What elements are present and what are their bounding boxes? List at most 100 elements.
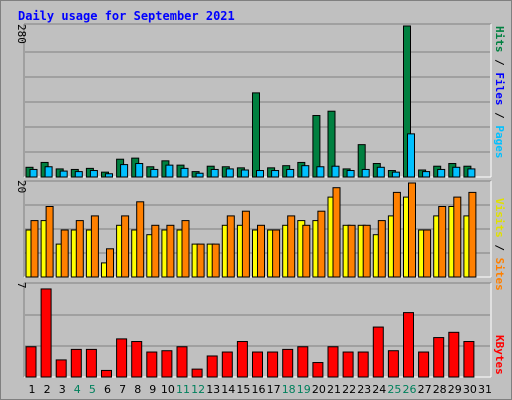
legend-hits-files-pages: Hits / Files / Pages — [493, 26, 506, 159]
sites-bar — [377, 220, 386, 278]
sites-bar — [45, 206, 54, 278]
kbytes-bar — [297, 346, 309, 378]
pages-bar — [89, 170, 98, 178]
pages-bar — [422, 171, 431, 178]
legend-sep: / — [493, 106, 506, 126]
sites-bar — [272, 229, 281, 278]
pages-bar — [150, 168, 159, 178]
x-axis-labels: 1 2 3 4 5 6 7 8 9 10 11 12 13 14 15 16 17 18 19 20 21 22 23 24 2… — [29, 383, 493, 396]
sites-bar — [196, 243, 205, 278]
sites-bar — [75, 220, 84, 278]
sites-bar — [453, 196, 462, 278]
pages-bar — [316, 166, 325, 178]
legend-sep: / — [493, 238, 506, 258]
kbytes-bar — [403, 312, 414, 378]
kbytes-bar — [206, 355, 218, 378]
pages-bar — [210, 168, 219, 178]
legend-visits-sites: Visits / Sites — [493, 198, 506, 291]
kbytes-bar — [55, 359, 67, 378]
x-tick-label: 26 — [403, 383, 417, 396]
x-tick-label: 15 — [236, 383, 250, 396]
kbytes-scale-label: 7 — [15, 282, 28, 289]
pages-bar — [256, 170, 264, 178]
sites-bar — [121, 215, 130, 278]
x-tick-label: 5 — [89, 383, 96, 396]
legend-pages: Pages — [493, 125, 506, 158]
kbytes-bar — [267, 351, 279, 378]
sites-bar — [226, 215, 235, 278]
pages-bar — [361, 168, 370, 178]
kbytes-bar — [342, 351, 354, 378]
sites-bar — [241, 210, 250, 278]
sites-scale-label: 20 — [15, 180, 28, 193]
kbytes-bar — [433, 337, 445, 378]
x-tick-label: 29 — [448, 383, 462, 396]
x-tick-label: 27 — [418, 383, 432, 396]
legend-visits: Visits — [493, 198, 506, 238]
pages-bar — [271, 170, 280, 178]
kbytes-bar — [101, 369, 112, 378]
kbytes-bar — [387, 350, 399, 378]
pages-bar — [44, 166, 53, 178]
pages-bar — [59, 170, 68, 178]
kbytes-bar — [146, 351, 158, 378]
pages-bar — [29, 168, 38, 178]
x-tick-label: 13 — [206, 383, 220, 396]
chart-title: Daily usage for September 2021 — [18, 9, 235, 23]
sites-bar — [181, 220, 190, 278]
kbytes-bar — [418, 351, 430, 378]
pages-bar — [195, 172, 204, 178]
hits-scale-label: 280 — [15, 24, 28, 44]
legend-sites: Sites — [493, 258, 506, 291]
kbytes-bar — [161, 350, 173, 378]
pages-bar — [74, 171, 83, 178]
sites-bar — [332, 187, 341, 278]
pages-bar — [105, 173, 113, 178]
kbytes-bar — [327, 346, 339, 378]
kbytes-bar — [372, 326, 384, 378]
kbytes-bar — [176, 346, 188, 378]
visits-sites-panel — [23, 180, 492, 278]
x-tick-label: 3 — [59, 383, 66, 396]
pages-bar — [120, 164, 129, 178]
x-tick-label: 6 — [104, 383, 111, 396]
sites-bar — [362, 224, 371, 278]
x-tick-label: 7 — [119, 383, 126, 396]
kbytes-bar — [40, 288, 52, 378]
kbytes-bar — [357, 351, 369, 378]
x-tick-label: 23 — [357, 383, 371, 396]
pages-bar — [165, 164, 174, 178]
sites-bar — [136, 201, 145, 278]
pages-bar — [331, 165, 340, 178]
hits-bar — [252, 92, 260, 178]
kbytes-bar — [448, 331, 460, 378]
pages-bar — [135, 163, 144, 178]
x-tick-label: 8 — [134, 383, 141, 396]
x-tick-label: 24 — [372, 383, 386, 396]
sites-bar — [166, 224, 175, 278]
sites-bar — [30, 220, 39, 278]
pages-bar — [225, 168, 234, 178]
x-tick-label: 22 — [342, 383, 356, 396]
x-tick-label: 9 — [149, 383, 156, 396]
x-tick-label: 31 — [478, 383, 492, 396]
pages-bar — [376, 166, 385, 178]
x-tick-label: 18 — [282, 383, 296, 396]
sites-bar — [408, 182, 416, 278]
x-tick-label: 10 — [161, 383, 175, 396]
sites-bar — [347, 224, 356, 278]
x-tick-label: 19 — [297, 383, 311, 396]
kbytes-bar — [252, 351, 263, 378]
x-tick-label: 16 — [252, 383, 266, 396]
sites-bar — [106, 248, 114, 278]
x-tick-label: 17 — [267, 383, 281, 396]
pages-bar — [180, 167, 189, 178]
pages-bar — [391, 171, 400, 178]
x-tick-label: 14 — [221, 383, 235, 396]
kbytes-bar — [221, 351, 233, 378]
pages-bar — [437, 168, 446, 178]
sites-bar — [423, 229, 432, 278]
kbytes-bar — [282, 348, 294, 378]
sites-bar — [257, 224, 265, 278]
